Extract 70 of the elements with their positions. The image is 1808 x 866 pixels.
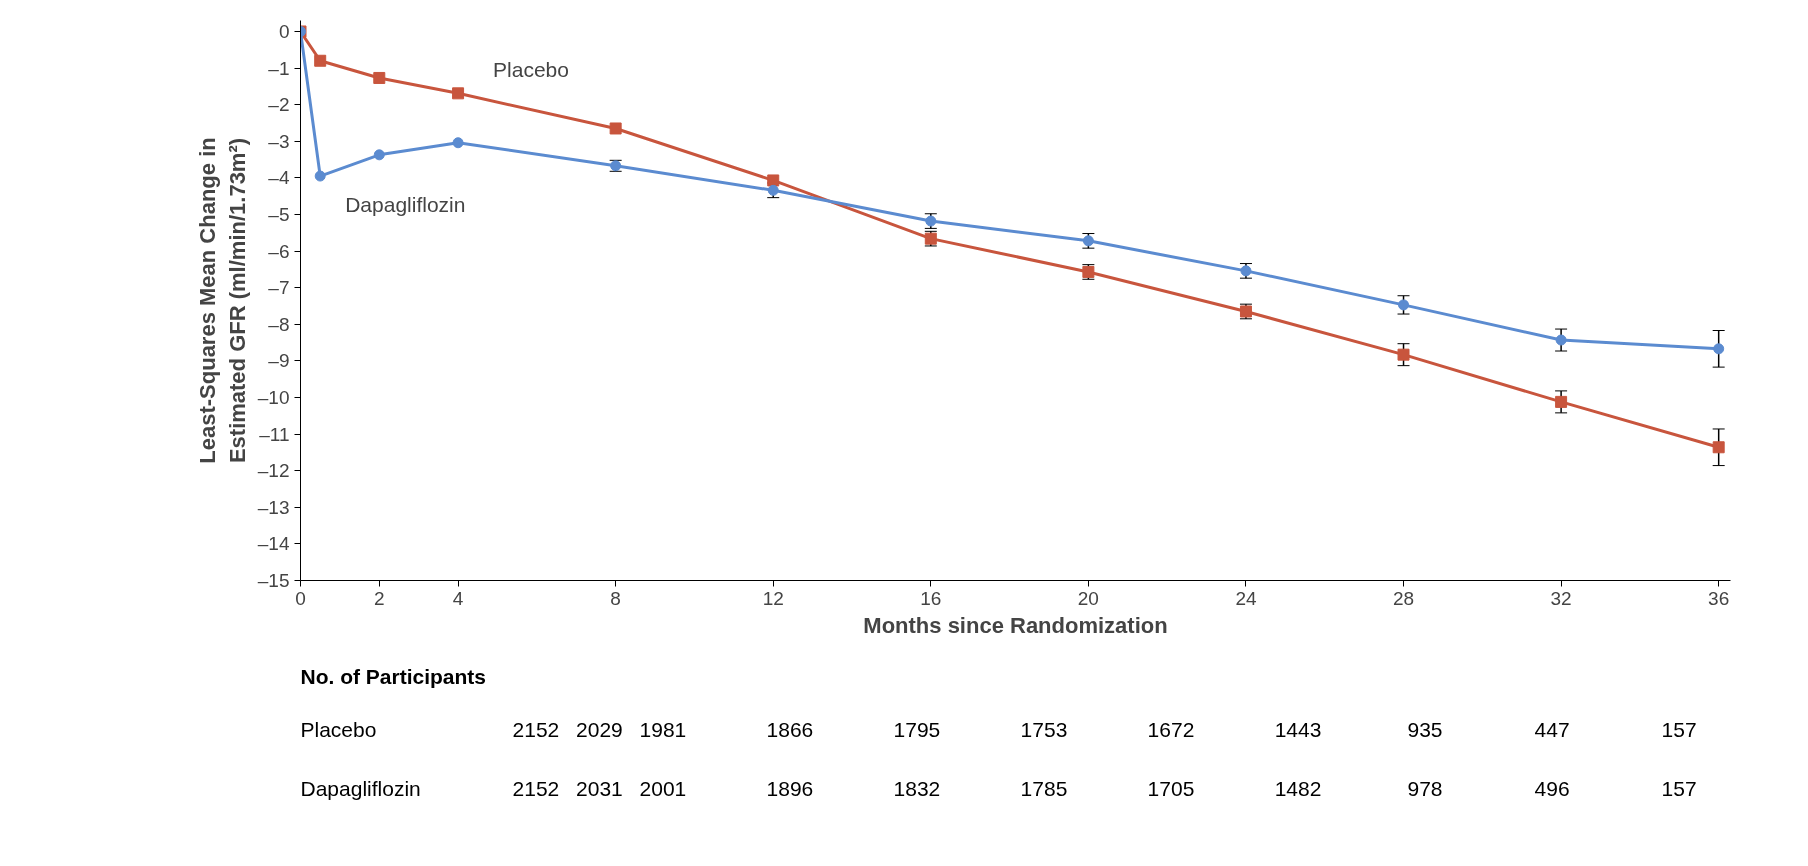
x-tick-label: 12 [762, 587, 784, 609]
text: 978 [1407, 776, 1443, 800]
text: 1981 [639, 717, 687, 741]
text: 447 [1534, 717, 1570, 741]
y-tick-label: –8 [268, 313, 290, 335]
text: 157 [1661, 776, 1697, 800]
text: 2152 [512, 776, 560, 800]
y-tick-label: –12 [257, 460, 290, 482]
y-tick-label: –14 [257, 533, 290, 555]
y-tick-label: –13 [257, 496, 290, 518]
point [609, 122, 622, 135]
point [373, 149, 385, 161]
point [767, 174, 780, 187]
text: 2001 [639, 776, 687, 800]
text: 935 [1407, 717, 1443, 741]
y-tick-label: –15 [257, 570, 290, 591]
text: 1753 [1020, 717, 1068, 741]
series-label: Dapagliflozin [345, 193, 466, 217]
text: 2152 [512, 717, 560, 741]
text: 1705 [1147, 776, 1195, 800]
series-label: Placebo [493, 58, 569, 82]
x-tick-label: 16 [920, 587, 942, 609]
y-tick-label: –11 [259, 423, 290, 445]
text: 1672 [1147, 717, 1195, 741]
text: 1482 [1274, 776, 1322, 800]
y-tick-label: 0 [278, 20, 290, 42]
point [1555, 395, 1568, 408]
text: 496 [1534, 776, 1570, 800]
point [314, 170, 326, 182]
point [452, 137, 464, 149]
point [1398, 299, 1410, 311]
point [1713, 343, 1725, 355]
text: 1832 [893, 776, 941, 800]
x-tick-label: 20 [1077, 587, 1099, 609]
text: 1896 [766, 776, 814, 800]
x-tick-label: 0 [295, 587, 306, 609]
y-tick-label: –1 [268, 57, 290, 79]
text: 157 [1661, 717, 1697, 741]
y-axis-title: Least-Squares Mean Change in Estimated GFR (ml/min/1.73m²) [194, 137, 250, 464]
point [452, 87, 465, 100]
x-tick-label: 28 [1392, 587, 1415, 609]
text: 2029 [576, 717, 623, 741]
point [1712, 441, 1725, 454]
x-tick-label: 36 [1708, 587, 1730, 609]
x-axis-title: Months since Randomization [863, 612, 1168, 638]
x-tick-label: 2 [374, 587, 385, 609]
text: No. of Participants [300, 664, 487, 688]
text: 1866 [766, 717, 814, 741]
text: 2031 [576, 776, 623, 800]
y-tick-label: –9 [268, 350, 290, 372]
y-tick-label: –3 [268, 130, 290, 152]
y-tick-label: –5 [268, 203, 290, 225]
x-tick-label: 24 [1235, 587, 1257, 609]
point [1555, 334, 1567, 346]
y-tick-label: –10 [257, 386, 290, 408]
text: 1443 [1274, 717, 1322, 741]
point [1397, 348, 1410, 361]
y-tick-label: –4 [268, 167, 290, 189]
y-tick-label: –2 [268, 94, 290, 116]
x-tick-label: 4 [452, 587, 464, 609]
point [373, 71, 386, 84]
y-tick-label: –6 [268, 240, 290, 262]
text: Dapagliflozin [300, 777, 421, 801]
point [314, 54, 327, 67]
text: 1785 [1020, 776, 1068, 800]
y-tick-label: –7 [268, 277, 290, 299]
x-tick-label: 8 [610, 587, 621, 609]
text: 1795 [893, 717, 941, 741]
x-tick-label: 32 [1550, 587, 1572, 609]
text: Placebo [300, 718, 377, 742]
